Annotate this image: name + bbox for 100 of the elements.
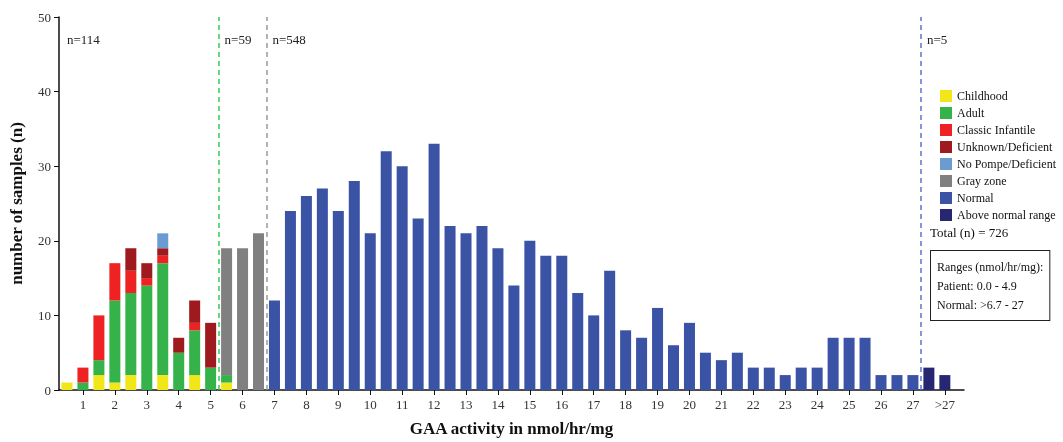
x-tick-label: 23 (778, 397, 792, 412)
bar (492, 248, 504, 390)
bar (843, 337, 855, 390)
bar (157, 375, 169, 390)
bar (77, 382, 89, 390)
x-tick-label: 11 (395, 397, 409, 412)
x-tick-label: 22 (746, 397, 760, 412)
x-tick-label: 25 (842, 397, 856, 412)
bar (875, 375, 887, 390)
bar (189, 300, 201, 323)
legend-label: Unknown/Deficient (957, 140, 1053, 154)
bar (524, 240, 536, 390)
x-tick-label: 18 (619, 397, 633, 412)
y-tick-label: 40 (38, 84, 51, 100)
annotation: n=59 (224, 31, 252, 47)
bar (125, 248, 137, 271)
annotation: Total (n) = 726 (930, 225, 1009, 240)
legend-label: Adult (957, 106, 986, 120)
bar (141, 285, 153, 390)
x-tick-label: 14 (491, 397, 505, 412)
bar (683, 322, 695, 390)
bar (125, 293, 137, 376)
bar (157, 248, 169, 256)
bar (747, 367, 759, 390)
bar (268, 300, 280, 390)
x-tick-label: 19 (651, 397, 665, 412)
bar (189, 322, 201, 331)
bar (300, 196, 312, 390)
bar (636, 337, 648, 390)
bar (715, 360, 727, 390)
bar (284, 210, 296, 390)
bar (859, 337, 871, 390)
bar (380, 151, 392, 390)
x-tick-label: 9 (335, 397, 342, 412)
y-tick-label: 10 (38, 307, 51, 323)
bar (668, 345, 680, 390)
bar (237, 248, 249, 390)
x-tick-label: >27 (934, 397, 956, 412)
bar (364, 233, 376, 390)
bar (109, 382, 121, 390)
bar (189, 330, 201, 376)
x-tick-label: 10 (363, 397, 377, 412)
bar (109, 300, 121, 383)
bar (61, 382, 73, 390)
bar (572, 293, 584, 390)
bar (93, 375, 105, 390)
bar (779, 375, 791, 390)
bar (476, 225, 488, 390)
x-tick-label: 5 (207, 397, 214, 412)
bar (189, 375, 201, 390)
bar (763, 367, 775, 390)
y-tick-label: 30 (38, 158, 51, 174)
bar (620, 330, 632, 390)
bar (221, 375, 233, 383)
bar (205, 367, 217, 390)
x-tick-label: 1 (79, 397, 87, 412)
bar (699, 352, 711, 390)
bar (588, 315, 600, 390)
bar (939, 375, 951, 390)
bar (540, 255, 552, 390)
bar (556, 255, 568, 390)
x-tick-label: 20 (682, 397, 696, 412)
bar (891, 375, 903, 390)
legend-label: No Pompe/Deficient (957, 157, 1057, 171)
bar (173, 352, 185, 390)
bar (428, 143, 440, 390)
x-tick-label: 17 (587, 397, 601, 412)
bar (907, 375, 919, 390)
bar (141, 263, 153, 279)
annotation: n=548 (272, 31, 306, 47)
legend-label: Gray zone (957, 174, 1007, 188)
x-tick-label: 13 (459, 397, 473, 412)
bar (173, 337, 185, 353)
bar (157, 255, 169, 264)
bar (77, 367, 89, 383)
x-axis-title: GAA activity in nmol/hr/mg (409, 419, 614, 438)
y-tick-label: 20 (38, 233, 51, 249)
bar (348, 181, 360, 390)
annotation: n=114 (67, 32, 101, 47)
bar (827, 337, 839, 390)
x-tick-label: 15 (523, 397, 537, 412)
x-tick-label: 4 (175, 397, 183, 412)
x-tick-label: 26 (874, 397, 888, 412)
bar (157, 263, 169, 376)
bar (460, 233, 472, 390)
bar (412, 218, 424, 390)
bar (205, 322, 217, 368)
y-tick-label: 50 (38, 9, 51, 25)
bar (221, 248, 233, 376)
bar (93, 360, 105, 376)
bar (141, 278, 153, 286)
bar (444, 225, 456, 390)
annotation: Ranges (nmol/hr/mg): Patient: 0.0 - 4.9 Normal: >6.7 - 27 (937, 259, 1044, 312)
bar (811, 367, 823, 390)
y-axis-title: number of samples (n) (7, 122, 26, 285)
bar (604, 270, 616, 390)
legend-label: Childhood (957, 89, 1008, 103)
x-tick-label: 7 (271, 397, 279, 412)
annotation: n=5 (926, 31, 948, 47)
x-tick-label: 6 (239, 397, 247, 412)
